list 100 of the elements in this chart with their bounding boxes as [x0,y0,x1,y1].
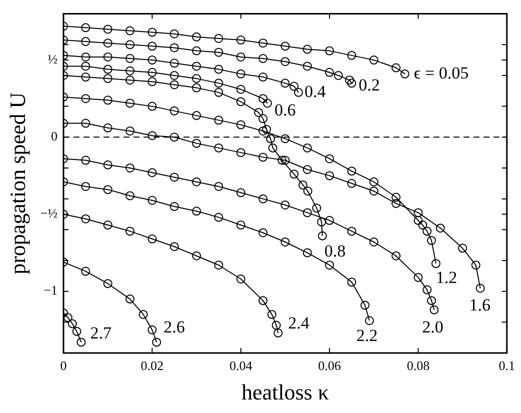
point [192,46,201,56]
point [103,123,112,132]
x-axis-title: heatloss κ [241,380,329,405]
point [258,54,268,64]
point [236,148,246,158]
point [258,228,268,238]
point [103,24,112,34]
point [192,138,201,148]
point [290,82,299,91]
y-tick-label: −½ [40,206,58,221]
point [81,72,90,82]
point [258,38,268,48]
point [103,96,112,105]
point [148,168,157,178]
point [170,202,179,212]
point [148,196,157,205]
point [422,285,432,294]
point [138,310,148,319]
point [262,98,272,108]
point [392,251,401,260]
point [258,72,268,82]
point [347,178,356,188]
annotation: 0.4 [304,82,326,101]
point [294,88,303,97]
point [347,226,356,236]
point [192,206,201,216]
point [290,170,299,179]
point [103,38,112,48]
point [125,226,134,236]
point [125,66,134,76]
point [369,237,378,246]
y-axis-title: propagation speed U [4,92,30,274]
point [278,156,287,165]
point [214,64,224,74]
point [258,296,268,306]
point [347,50,356,60]
point [347,166,356,176]
annotation: 1.2 [436,268,458,288]
point [302,44,312,54]
point [103,279,112,288]
point [236,69,246,78]
point [302,62,312,71]
point [280,78,290,88]
point [81,23,90,32]
annotation: 0.6 [274,100,296,120]
point [364,316,374,326]
point [392,192,401,202]
point [192,111,201,120]
point [427,296,436,306]
x-tick-label: 0.02 [140,358,164,374]
point [81,37,90,46]
point [360,300,370,310]
point [267,310,276,319]
point [325,154,334,164]
point [302,143,312,152]
point [125,126,134,136]
point [103,185,112,194]
annotation: 0.8 [324,241,346,260]
point [298,180,308,190]
point [430,305,439,314]
point [81,156,90,165]
point [303,186,312,196]
point [414,272,423,282]
point [192,62,201,71]
point [214,260,224,270]
point [476,284,485,293]
point [68,319,77,328]
point [192,83,201,92]
point [431,259,440,268]
point [258,94,268,104]
point [81,266,90,276]
point [103,74,112,84]
point [125,26,134,36]
point [192,177,201,186]
point [214,88,224,97]
point [344,76,354,85]
point [334,70,343,80]
point [325,68,334,77]
point [236,84,246,94]
point [414,216,423,225]
point [236,97,246,106]
point [103,220,112,230]
point [214,78,224,88]
point [170,43,179,52]
point [317,217,326,226]
annotation: 2.6 [164,318,185,337]
point [258,126,268,136]
x-tick-label: 0.1 [498,358,515,374]
point [148,131,157,140]
point [427,236,436,245]
point [125,98,134,108]
point [170,58,179,68]
point [170,70,179,80]
point [458,244,468,253]
annotation: 2.0 [422,317,444,336]
point [302,248,312,258]
point [192,74,201,84]
annotation: ϵ = 0.05 [414,63,469,82]
y-tick-label: 0 [50,128,58,144]
point [125,54,134,64]
